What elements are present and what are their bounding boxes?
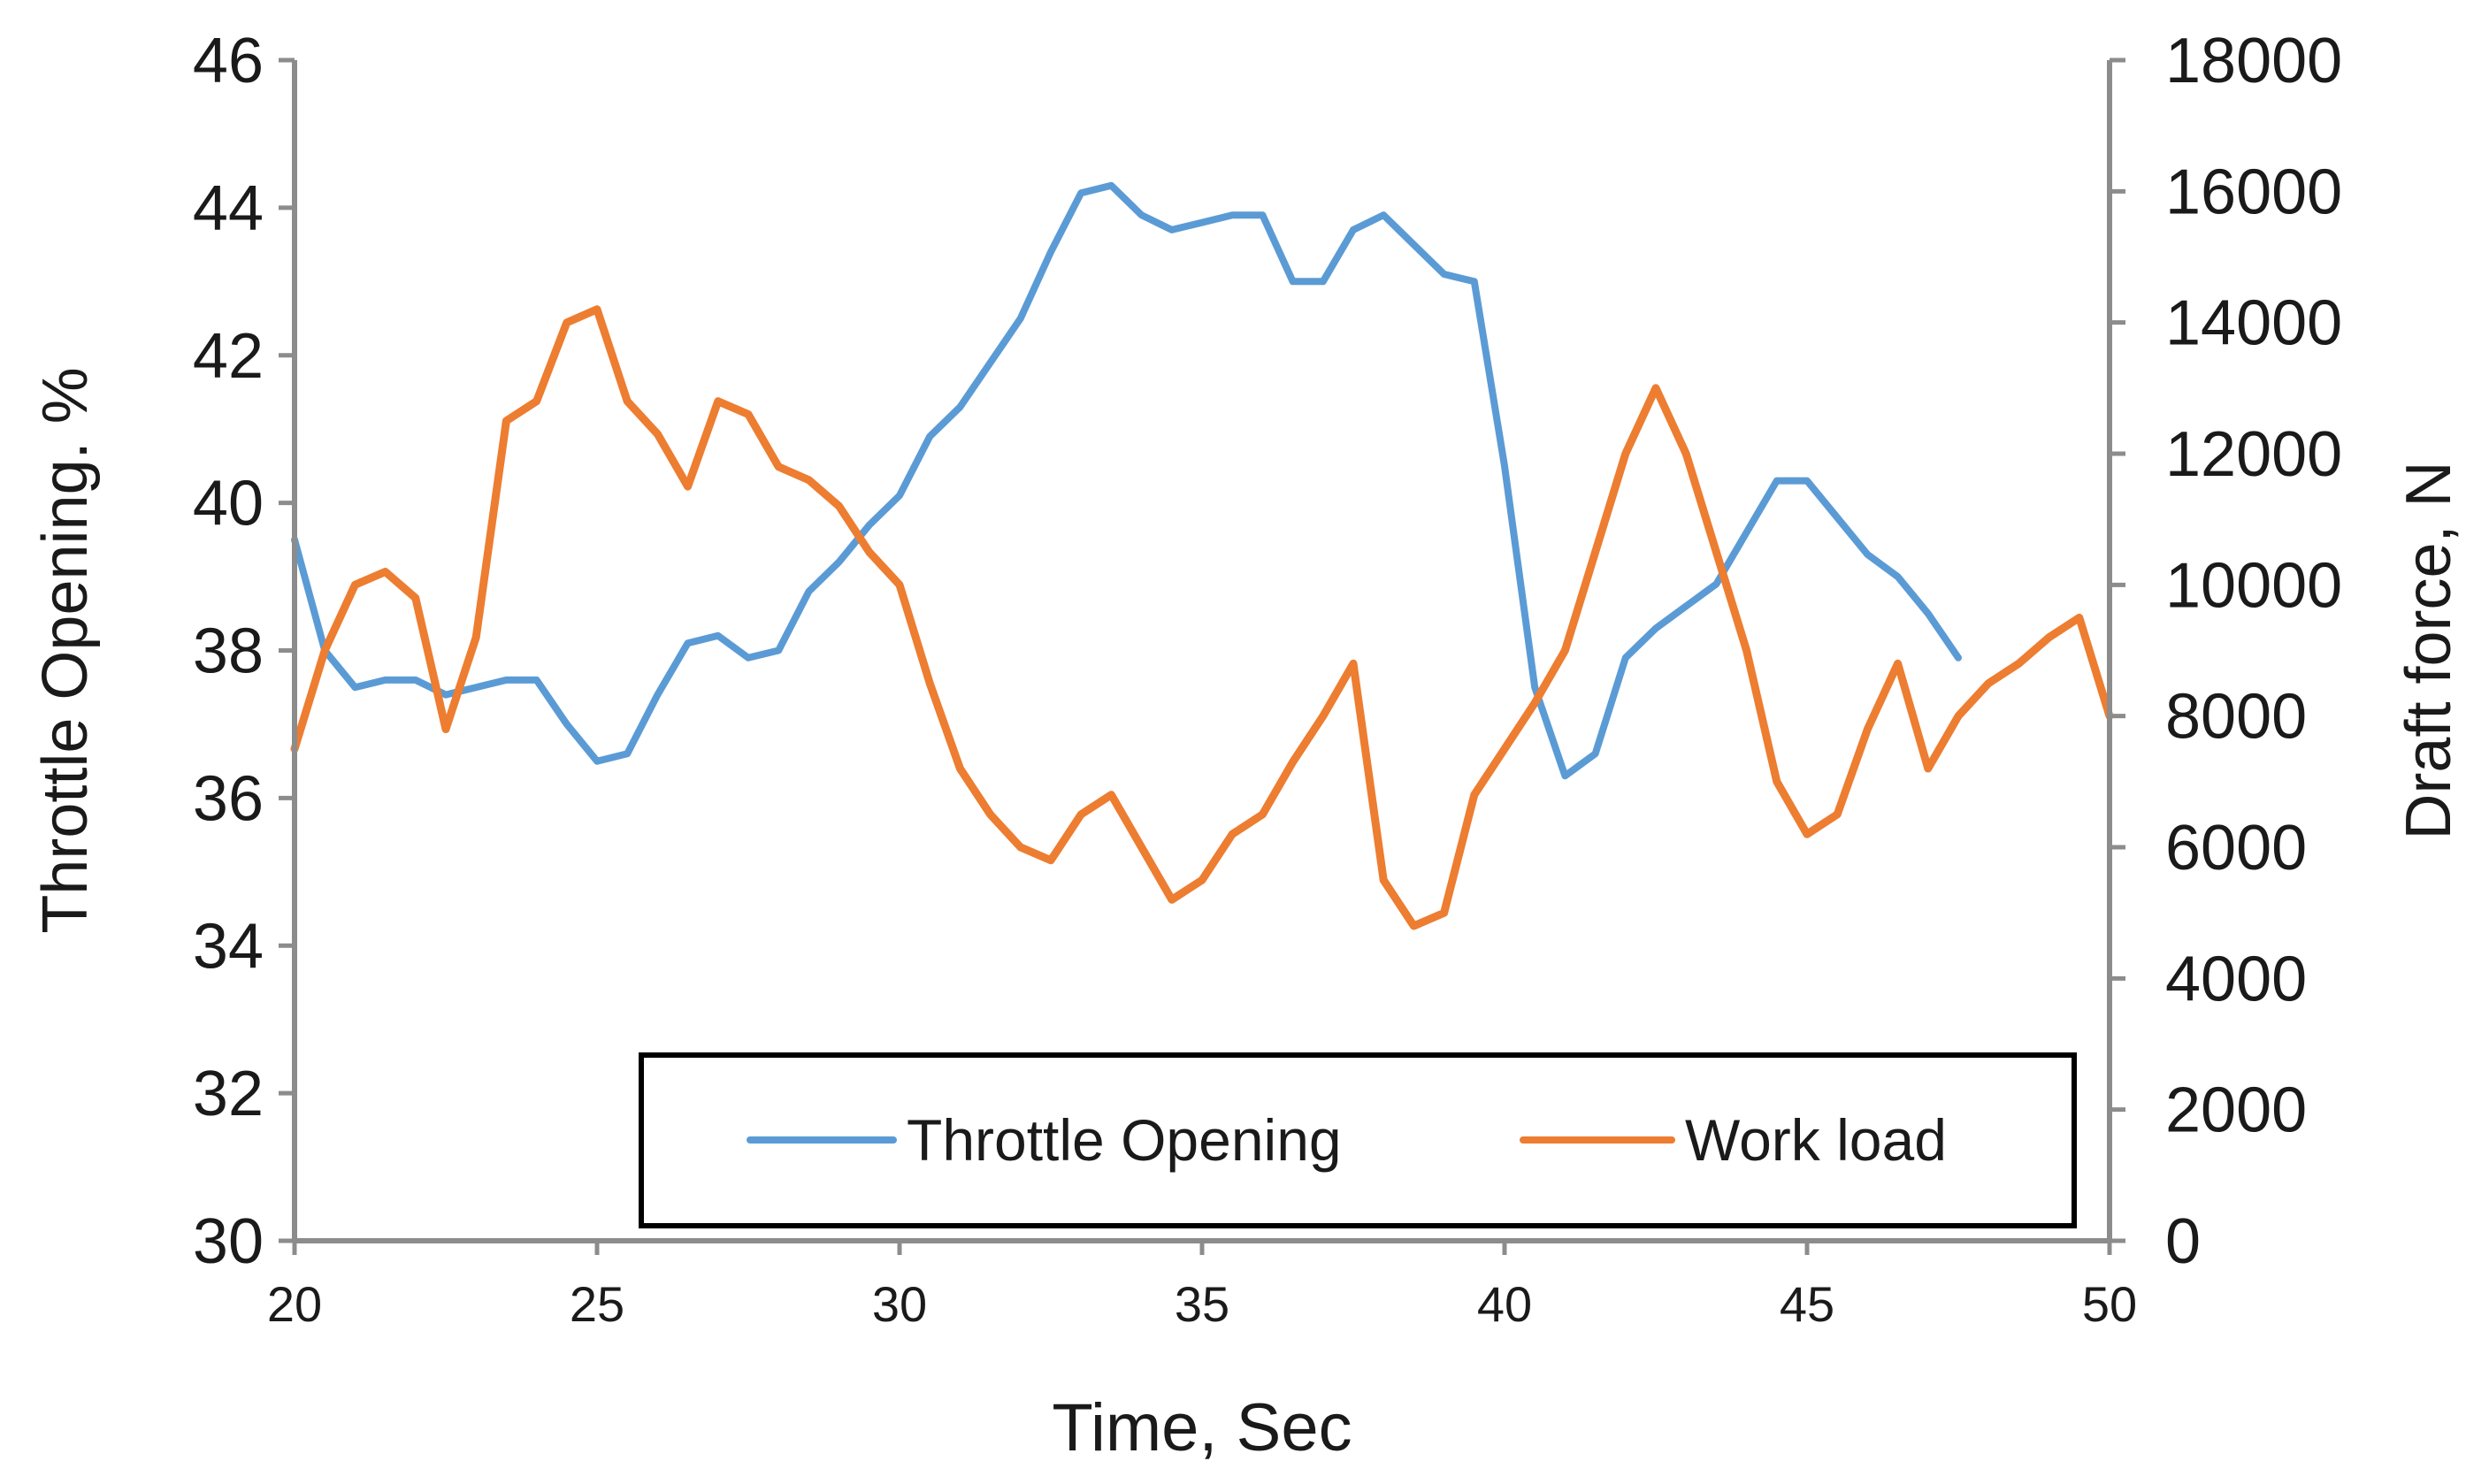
y-left-tick-label: 44 [193, 173, 264, 244]
legend: Throttle Opening Work load [639, 1052, 2077, 1228]
y-left-tick-label: 40 [193, 469, 264, 539]
x-axis-title: Time, Sec [1052, 1390, 1352, 1465]
y-right-tick-label: 0 [2165, 1206, 2201, 1277]
y-left-tick-label: 36 [193, 763, 264, 834]
y-left-tick-label: 38 [193, 616, 264, 687]
y-left-tick-label: 42 [193, 321, 264, 392]
y-left-tick-label: 32 [193, 1059, 264, 1129]
y-left-tick-label: 30 [193, 1206, 264, 1277]
legend-box [639, 1052, 2077, 1228]
x-tick-label: 30 [872, 1276, 927, 1332]
y-right-tick-label: 6000 [2165, 813, 2307, 884]
y-right-axis-title: Draft force, N [2393, 461, 2464, 839]
series-line-work-load [290, 305, 2114, 930]
legend-label-throttle-opening: Throttle Opening [907, 1107, 1342, 1173]
y-left-tick-label: 34 [193, 911, 264, 982]
axis-titles-layer: Time, Sec Throttle Opening. % Draft forc… [30, 367, 2464, 1465]
y-right-tick-label: 10000 [2165, 550, 2342, 621]
x-tick-label: 25 [570, 1276, 624, 1332]
x-tick-label: 50 [2082, 1276, 2137, 1332]
y-right-tick-label: 2000 [2165, 1075, 2307, 1146]
y-right-tick-label: 18000 [2165, 26, 2342, 96]
series-layer [290, 181, 2114, 930]
x-tick-label: 40 [1477, 1276, 1532, 1332]
y-left-tick-label: 46 [193, 26, 264, 96]
y-left-axis-title: Throttle Opening. % [30, 367, 101, 933]
x-tick-label: 20 [267, 1276, 322, 1332]
tick-labels-layer: 20 25 30 35 40 45 50 30 32 34 36 38 40 42 44 46 0 2000 400… [193, 26, 2342, 1332]
y-right-tick-label: 16000 [2165, 157, 2342, 227]
x-tick-label: 45 [1780, 1276, 1834, 1332]
y-right-tick-label: 8000 [2165, 682, 2307, 753]
x-tick-label: 35 [1175, 1276, 1229, 1332]
y-right-tick-label: 4000 [2165, 944, 2307, 1014]
series-line-throttle-opening [291, 181, 1962, 780]
legend-label-work-load: Work load [1685, 1107, 1947, 1173]
y-right-tick-label: 14000 [2165, 288, 2342, 359]
axes-layer [279, 57, 2125, 1255]
y-right-tick-label: 12000 [2165, 419, 2342, 490]
